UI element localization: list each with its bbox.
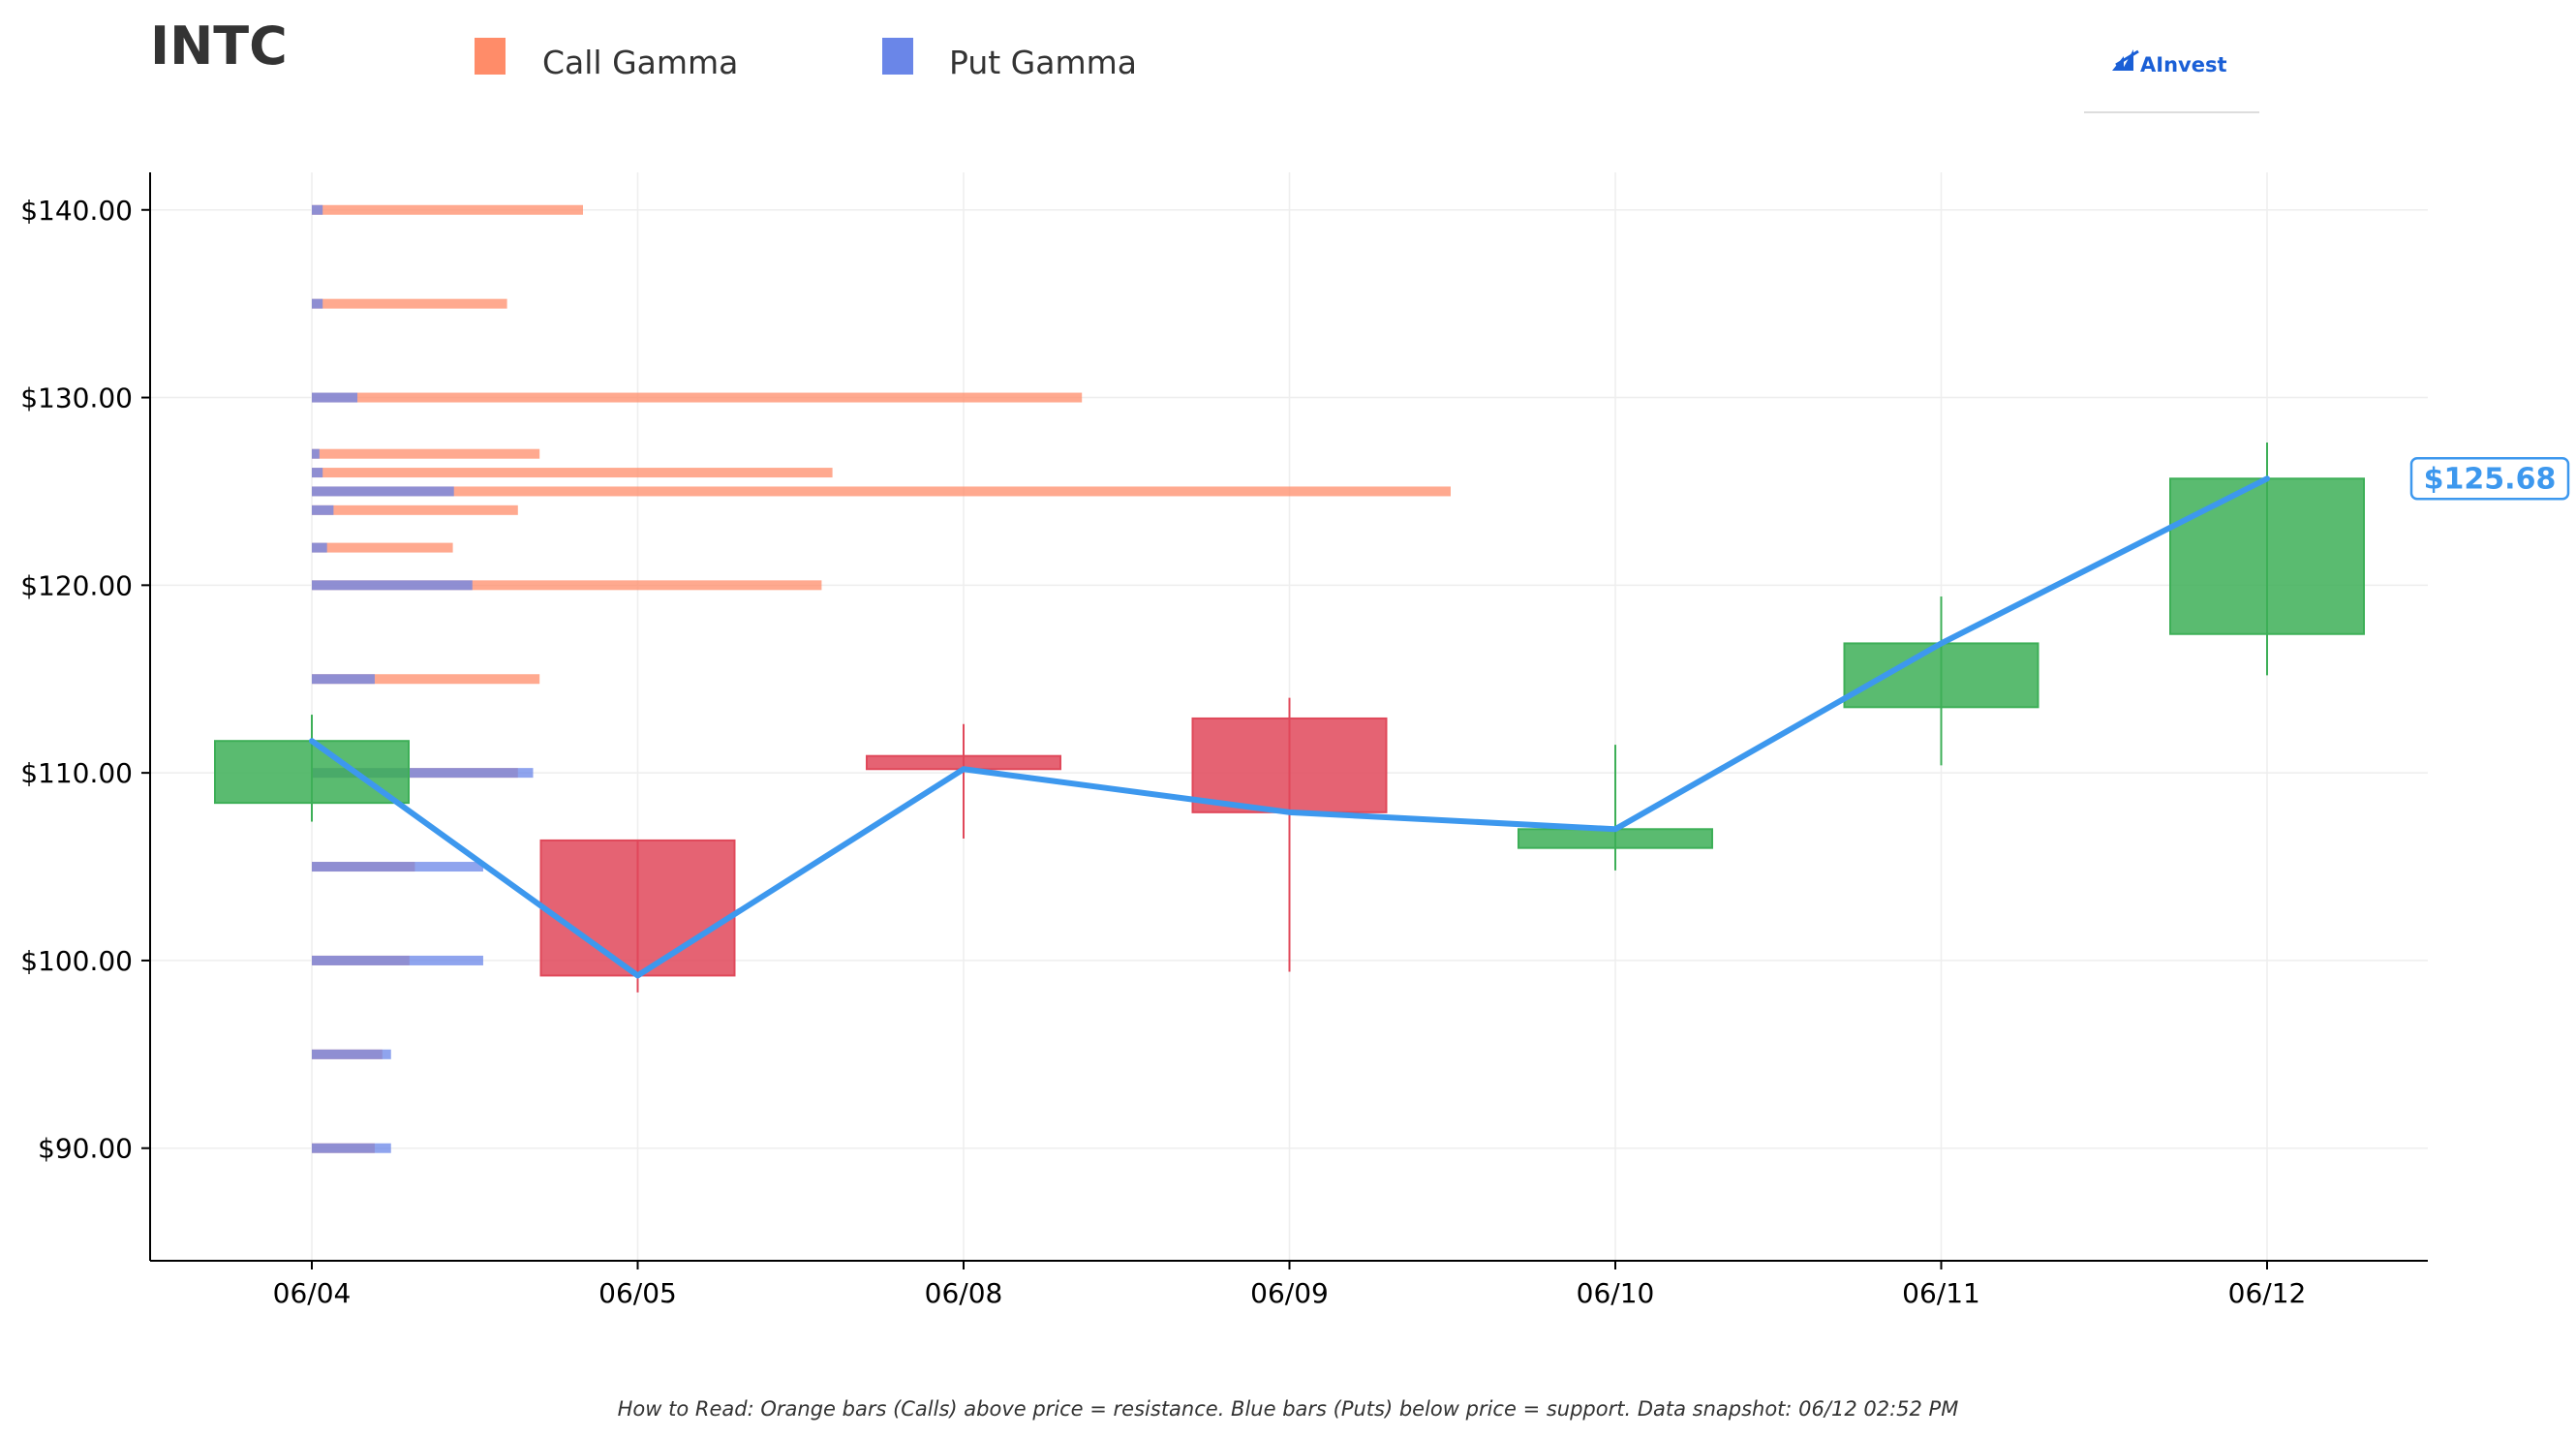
x-tick-label: 06/09 <box>1250 1277 1329 1309</box>
put-gamma-bar <box>312 486 454 497</box>
y-tick-label: $110.00 <box>20 757 133 789</box>
gamma-bars <box>312 204 1451 1153</box>
put-gamma-bar <box>312 1143 391 1153</box>
price-line-layer <box>309 475 2270 979</box>
put-gamma-bar <box>312 504 334 515</box>
current-price-label: $125.68 <box>2424 462 2557 496</box>
legend-put-swatch <box>882 38 913 75</box>
x-tick-label: 06/10 <box>1577 1277 1655 1309</box>
candle-body <box>1843 642 2039 709</box>
call-gamma-bar <box>312 448 540 459</box>
current-price-badge: $125.68 <box>2409 457 2570 501</box>
y-tick-label: $100.00 <box>20 945 133 977</box>
x-tick-label: 06/08 <box>925 1277 1003 1309</box>
y-tick-label: $120.00 <box>20 569 133 601</box>
price-line <box>309 475 2270 979</box>
current-price-box <box>2409 457 2570 501</box>
put-gamma-bar <box>312 580 473 591</box>
ainvest-logo: AInvest <box>2084 49 2259 113</box>
candle-body <box>2169 477 2365 635</box>
put-gamma-bar <box>312 674 375 685</box>
legend-put-label: Put Gamma <box>949 44 1137 81</box>
footnote: How to Read: Orange bars (Calls) above p… <box>618 1397 1959 1421</box>
put-gamma-bar <box>312 298 323 309</box>
legend-call-swatch <box>475 38 506 75</box>
call-gamma-bar <box>312 504 518 515</box>
y-tick-label: $90.00 <box>38 1133 133 1165</box>
put-gamma-bar <box>312 448 320 459</box>
call-gamma-bar <box>312 468 833 478</box>
put-gamma-bar <box>312 542 327 553</box>
candle-body <box>1191 717 1388 813</box>
axes: $90.00 $100.00 $110.00 $120.00 $130.00 $140.0… <box>20 172 2428 1309</box>
put-gamma-bar <box>312 1049 391 1059</box>
x-tick-label: 06/12 <box>2228 1277 2307 1309</box>
call-gamma-bar <box>312 298 507 309</box>
y-tick-label: $130.00 <box>20 382 133 414</box>
put-gamma-bar <box>312 468 323 478</box>
y-tick-label: $140.00 <box>20 195 133 227</box>
chart-title: INTC <box>150 15 288 76</box>
call-gamma-bar <box>312 542 453 553</box>
put-gamma-bar <box>312 768 534 779</box>
put-gamma-bar <box>312 955 483 965</box>
call-gamma-bar <box>312 580 822 591</box>
x-tick-label: 06/05 <box>598 1277 677 1309</box>
legend-call-label: Call Gamma <box>542 44 738 81</box>
put-gamma-bar <box>312 392 358 403</box>
x-tick-label: 06/11 <box>1902 1277 1980 1309</box>
x-tick-label: 06/04 <box>273 1277 352 1309</box>
call-gamma-bar <box>312 486 1451 497</box>
put-gamma-bar <box>312 862 483 872</box>
put-gamma-bar <box>312 204 323 215</box>
ainvest-logo-icon <box>2112 49 2139 71</box>
candle-body <box>539 839 736 977</box>
ainvest-logo-text: AInvest <box>2140 53 2227 76</box>
call-gamma-bar <box>312 204 583 215</box>
call-gamma-bar <box>312 674 540 685</box>
candle-body <box>214 740 410 805</box>
call-gamma-bar <box>312 392 1083 403</box>
candles <box>214 443 2365 993</box>
